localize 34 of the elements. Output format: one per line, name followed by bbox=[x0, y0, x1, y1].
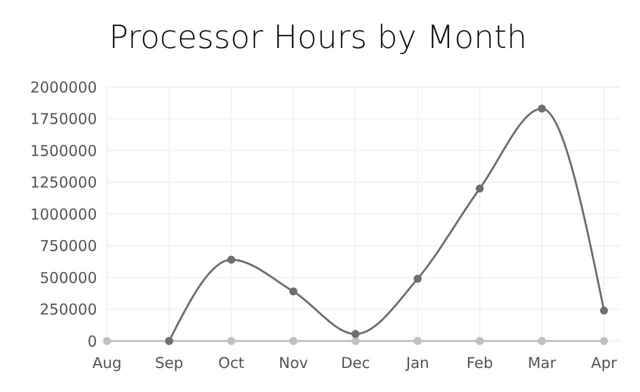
y-tick-label: 500000 bbox=[40, 268, 97, 287]
point bbox=[227, 337, 236, 345]
point bbox=[103, 337, 111, 345]
point bbox=[600, 306, 608, 315]
y-tick-label: 1000000 bbox=[30, 205, 97, 224]
point bbox=[476, 184, 484, 193]
x-tick-label: Dec bbox=[340, 354, 370, 372]
y-tick-label: 1250000 bbox=[30, 174, 97, 192]
x-tick-label: Feb bbox=[466, 354, 494, 372]
point bbox=[352, 337, 360, 345]
y-tick-label: 2000000 bbox=[30, 78, 97, 96]
chart-title: Processor Hours by Month bbox=[109, 18, 527, 56]
x-tick-label: Apr bbox=[591, 354, 618, 372]
x-tick-label: Aug bbox=[92, 354, 122, 372]
x-tick-label: Sep bbox=[154, 354, 184, 372]
y-tick-label: 250000 bbox=[40, 300, 97, 318]
point bbox=[289, 337, 298, 345]
point bbox=[538, 104, 546, 113]
point bbox=[227, 256, 236, 264]
point bbox=[414, 337, 422, 345]
x-tick-label: Jan bbox=[405, 354, 430, 372]
y-tick-label: 750000 bbox=[40, 237, 97, 255]
point bbox=[414, 274, 422, 283]
point bbox=[289, 287, 298, 296]
point bbox=[538, 337, 546, 345]
y-tick-label: 1500000 bbox=[30, 142, 97, 160]
point bbox=[600, 337, 608, 345]
x-tick-label: Oct bbox=[218, 354, 244, 372]
point bbox=[352, 330, 360, 338]
x-tick-label: Nov bbox=[278, 354, 308, 372]
x-tick-label: Mar bbox=[528, 354, 557, 372]
point bbox=[476, 337, 484, 345]
y-tick-label: 1750000 bbox=[30, 110, 97, 128]
y-tick-label: 0 bbox=[87, 332, 97, 350]
